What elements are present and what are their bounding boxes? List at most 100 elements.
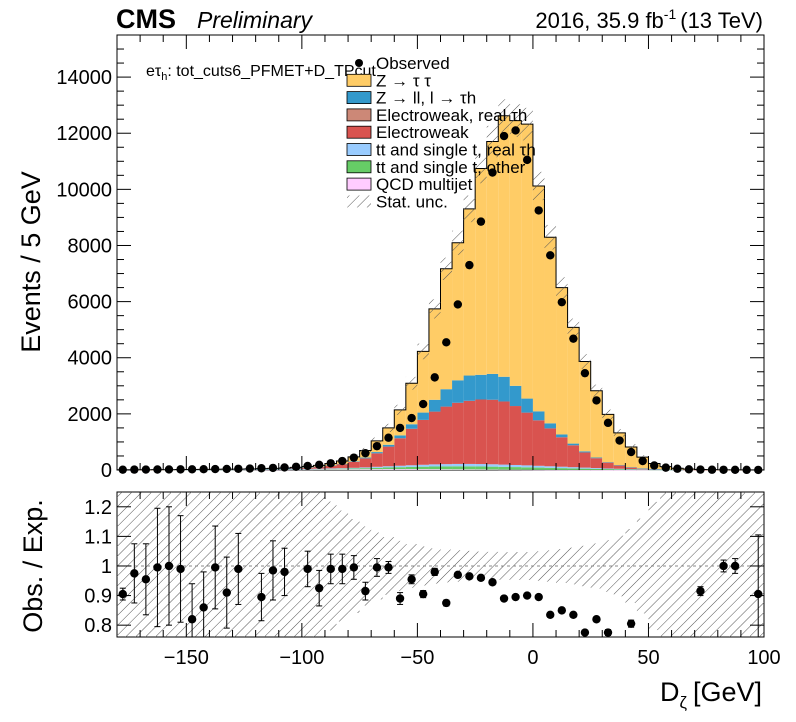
stack-bin (509, 467, 522, 470)
ratio-tick-label: 0.8 (84, 615, 112, 637)
observed-point (314, 460, 324, 470)
y-tick-label: 10000 (56, 179, 112, 201)
stat-unc-bin (590, 384, 603, 397)
stack-bin (602, 468, 614, 470)
stack-bin (556, 469, 568, 471)
stat-unc-bin (602, 409, 614, 420)
ratio-unc-bin (440, 549, 453, 583)
x-tick-label: −50 (400, 647, 434, 669)
x-axis: −150 −100 −50 0 50 100 (139, 492, 781, 669)
observed-point (141, 465, 151, 474)
legend-swatch (346, 73, 372, 87)
observed-point (349, 453, 359, 462)
legend-swatch (346, 91, 372, 104)
stack-bin (417, 351, 429, 413)
stack-bin (556, 468, 568, 470)
stack-bin (382, 446, 395, 467)
stack-bin (498, 464, 510, 467)
ratio-point (280, 567, 289, 577)
ratio-point (719, 561, 728, 571)
stat-unc-bin (556, 277, 568, 299)
stack-bin (348, 469, 360, 470)
x-axis-label: Dζ [GeV] (660, 677, 762, 712)
stack-bin (532, 185, 545, 412)
ratio-point (176, 564, 185, 574)
legend-swatch (346, 177, 372, 191)
stack-bin (532, 465, 545, 468)
stack-bin (498, 115, 510, 377)
stack-bin (336, 464, 349, 469)
legend-observed-marker (355, 59, 363, 67)
stack-bin (405, 424, 418, 429)
stack-bin (625, 469, 637, 470)
ratio-point (395, 594, 405, 603)
ratio-point (314, 583, 324, 593)
stack-bin (532, 469, 545, 471)
stack-bin (590, 468, 603, 470)
stack-bin (498, 401, 510, 465)
stack-bin (394, 465, 406, 468)
stack-bin (579, 451, 591, 453)
legend-label: Observed (376, 54, 450, 73)
stack-bin (452, 402, 464, 464)
stack-bin (428, 399, 441, 412)
observed-point (557, 297, 567, 307)
stack-bin (613, 469, 626, 471)
ratio-point (141, 575, 151, 584)
stack-bin (613, 465, 626, 466)
main-panel: 0 2000 4000 6000 8000 10000 12000 14000 eτh: to… (56, 34, 765, 482)
stat-unc-bin (440, 257, 453, 280)
stack-bin (463, 400, 476, 464)
stack-bin (440, 469, 453, 470)
preliminary-label: Preliminary (197, 7, 314, 33)
stat-unc-bin (417, 343, 429, 360)
stack-bin (348, 461, 360, 468)
ratio-unc-bin (452, 550, 464, 582)
stack-bin (636, 469, 649, 471)
legend-swatch (346, 160, 372, 174)
stack-bin (509, 469, 522, 471)
cms-label: CMS (116, 4, 176, 34)
ratio-point (164, 561, 174, 571)
stack-bin (394, 435, 406, 439)
stack-bin (428, 469, 441, 470)
stat-unc-bin (567, 318, 580, 337)
stack-bin (452, 380, 464, 403)
stack-bin (602, 462, 614, 463)
stack-bin (590, 469, 603, 471)
x-tick-label: 50 (637, 647, 659, 669)
stack-bin (636, 469, 649, 471)
stack-bin (394, 469, 406, 470)
ratio-point (338, 564, 347, 574)
stat-unc-bin (394, 404, 406, 415)
stack-bin (625, 469, 637, 470)
ratio-unc-bin (255, 492, 268, 637)
ratio-point (522, 591, 532, 600)
stack-bin (382, 466, 395, 468)
stack-bin (475, 466, 487, 470)
stack-bin (625, 447, 637, 468)
observed-point (372, 441, 382, 451)
stack-bin (452, 463, 464, 467)
stack-bin (336, 469, 349, 470)
lumi-text: 2016, 35.9 fb (535, 8, 663, 33)
stack-bin (440, 406, 453, 465)
stack-bin (475, 374, 487, 400)
y-tick-label: 4000 (68, 348, 113, 370)
legend-label: QCD multijet (376, 175, 473, 194)
stack-bin (440, 389, 453, 407)
ratio-point (222, 588, 231, 597)
stack-bin (313, 469, 325, 470)
observed-point (476, 217, 486, 226)
stack-bin (567, 468, 580, 470)
y-axis-label: Events / 5 GeV (16, 171, 46, 353)
stack-bin (636, 468, 649, 470)
stack-bin (428, 308, 441, 400)
observed-point (268, 463, 278, 473)
observed-point (499, 131, 509, 141)
observed-point (326, 459, 335, 468)
ratio-unc-bin (579, 545, 591, 587)
ratio-unc-bin (613, 535, 626, 597)
x-tick-label: 0 (527, 647, 538, 669)
